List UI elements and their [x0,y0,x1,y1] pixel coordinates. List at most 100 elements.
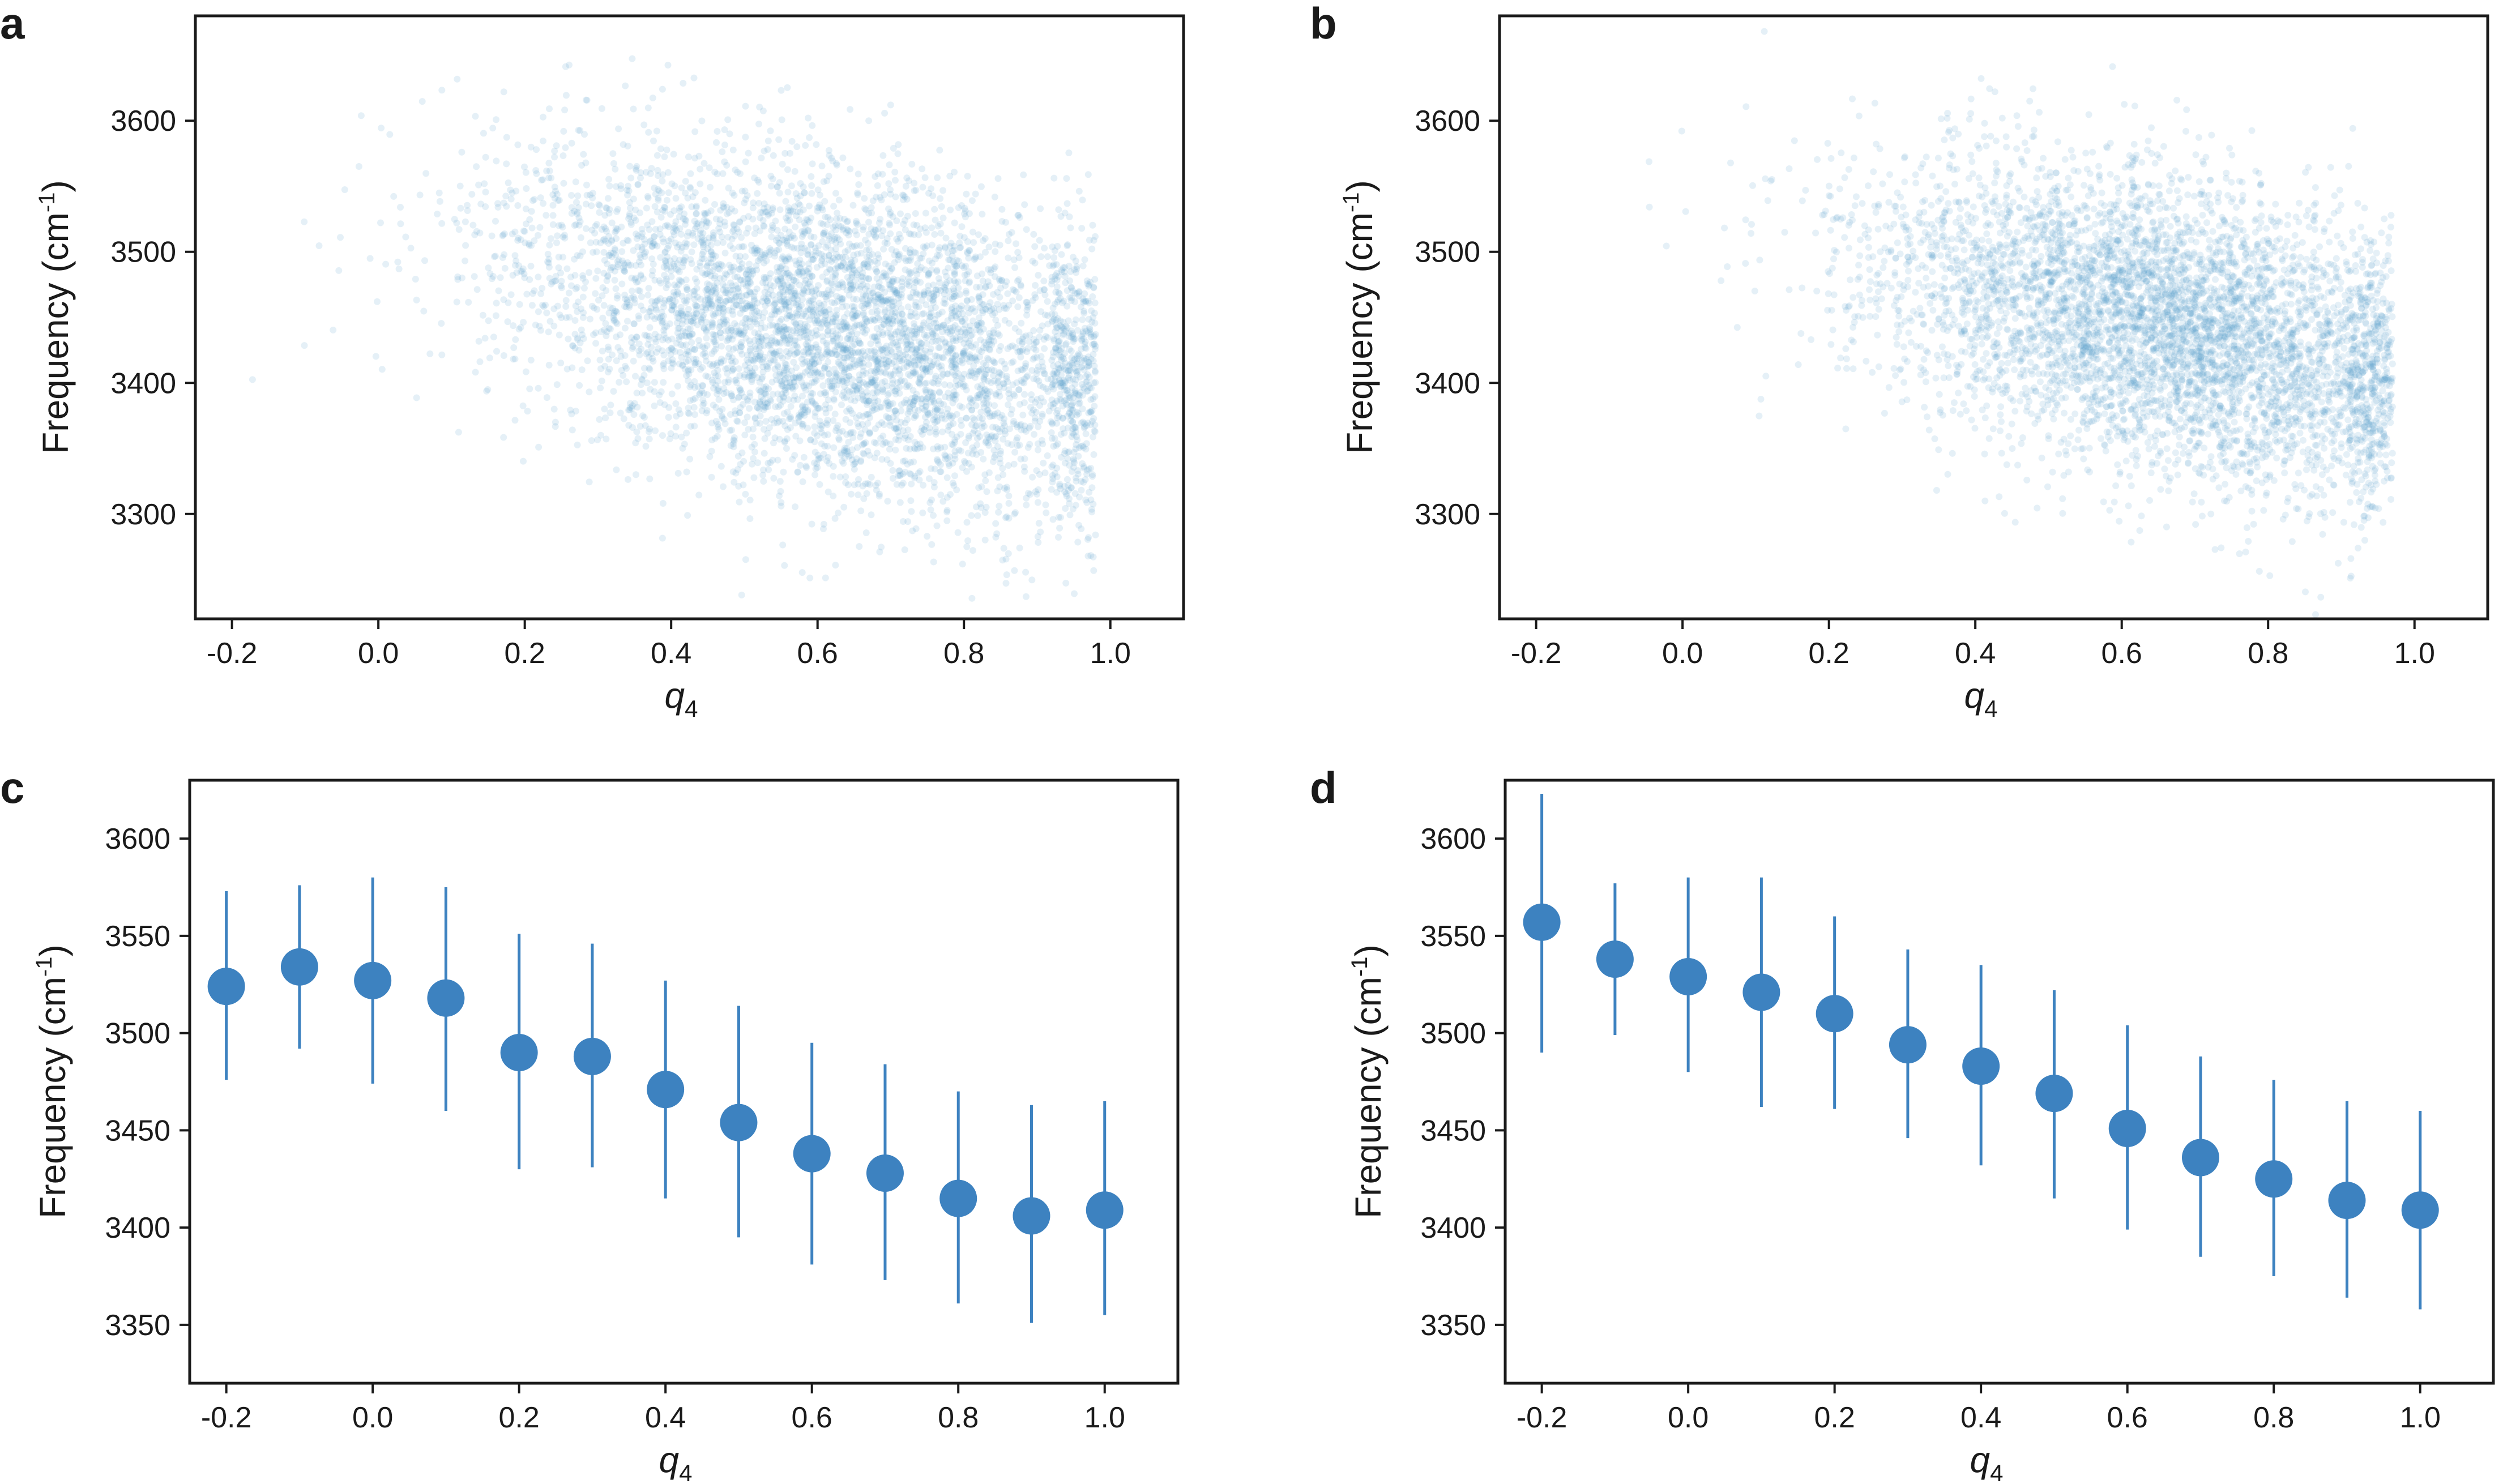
scatter-point [986,332,994,340]
scatter-point [892,446,899,454]
scatter-point [421,257,428,264]
scatter-point [721,249,729,256]
scatter-point [634,181,642,189]
scatter-point [596,202,604,209]
scatter-point [627,221,635,228]
scatter-point [898,418,905,426]
scatter-point [613,294,621,302]
scatter-point [301,218,308,225]
scatter-point [1081,344,1088,351]
scatter-point [732,344,740,352]
scatter-point [766,251,773,259]
scatter-point [919,310,926,318]
scatter-point [991,193,998,200]
scatter-point [618,248,626,255]
scatter-point [1087,421,1095,428]
scatter-point [1083,277,1091,284]
scatter-point [1052,469,1059,477]
scatter-point [921,288,928,296]
scatter-point [797,249,805,256]
scatter-point [1009,297,1016,305]
scatter-point [604,272,612,279]
scatter-point [910,458,917,465]
scatter-point [742,158,749,165]
scatter-point [746,405,753,412]
scatter-point [851,341,858,348]
scatter-point [819,337,827,345]
scatter-point [784,281,791,288]
scatter-point [552,277,559,284]
scatter-point [891,408,899,415]
scatter-point [655,172,661,179]
scatter-point [850,461,857,468]
scatter-point [660,352,668,359]
scatter-point [557,360,565,367]
scatter-point [959,464,966,471]
scatter-point [774,362,781,369]
scatter-point [1035,363,1042,370]
scatter-point [678,293,686,300]
scatter-point [484,386,492,393]
scatter-point [656,399,664,406]
scatter-point [337,234,344,241]
scatter-point [818,162,826,170]
scatter-point [886,221,894,229]
scatter-point [644,104,652,112]
scatter-point [908,331,915,339]
scatter-point [659,347,666,354]
scatter-point [901,434,908,442]
scatter-point [596,209,603,216]
scatter-point [907,269,915,276]
scatter-point [784,299,791,306]
scatter-point [1053,397,1061,405]
scatter-point [916,355,924,362]
scatter-point [938,373,945,380]
scatter-point [854,191,861,198]
scatter-point [605,209,613,217]
scatter-point [962,288,969,295]
scatter-point [825,292,832,299]
scatter-point [562,144,569,151]
scatter-point [967,322,974,330]
scatter-point [771,300,779,307]
scatter-point [1057,396,1064,403]
scatter-point [613,357,620,365]
scatter-point [1090,237,1097,244]
scatter-point [720,483,727,490]
scatter-point [972,341,980,348]
scatter-point [812,360,819,367]
scatter-point [811,471,819,478]
scatter-point [839,303,846,311]
scatter-point [721,142,728,148]
scatter-point [1090,501,1097,508]
scatter-point [981,471,989,478]
scatter-point [1067,268,1074,275]
scatter-point [892,410,900,417]
scatter-point [764,146,771,153]
scatter-point [738,591,745,598]
scatter-point [796,281,803,289]
scatter-point [732,358,739,365]
scatter-point [883,397,891,405]
scatter-point [402,233,409,241]
scatter-point [481,335,489,342]
scatter-point [802,221,809,229]
scatter-point [473,286,481,293]
scatter-point [1002,365,1009,372]
scatter-point [837,449,844,456]
scatter-point [776,492,783,499]
scatter-point [468,191,476,198]
scatter-point [668,335,676,343]
scatter-point [798,569,806,576]
scatter-point [847,165,854,173]
scatter-point [968,595,976,602]
scatter-point [801,358,808,366]
scatter-point [640,414,648,421]
scatter-point [712,253,719,260]
scatter-point [665,297,673,305]
scatter-point [889,340,896,347]
scatter-point [774,234,781,242]
scatter-point [660,360,667,367]
scatter-point [1084,536,1091,543]
scatter-point [800,183,807,190]
